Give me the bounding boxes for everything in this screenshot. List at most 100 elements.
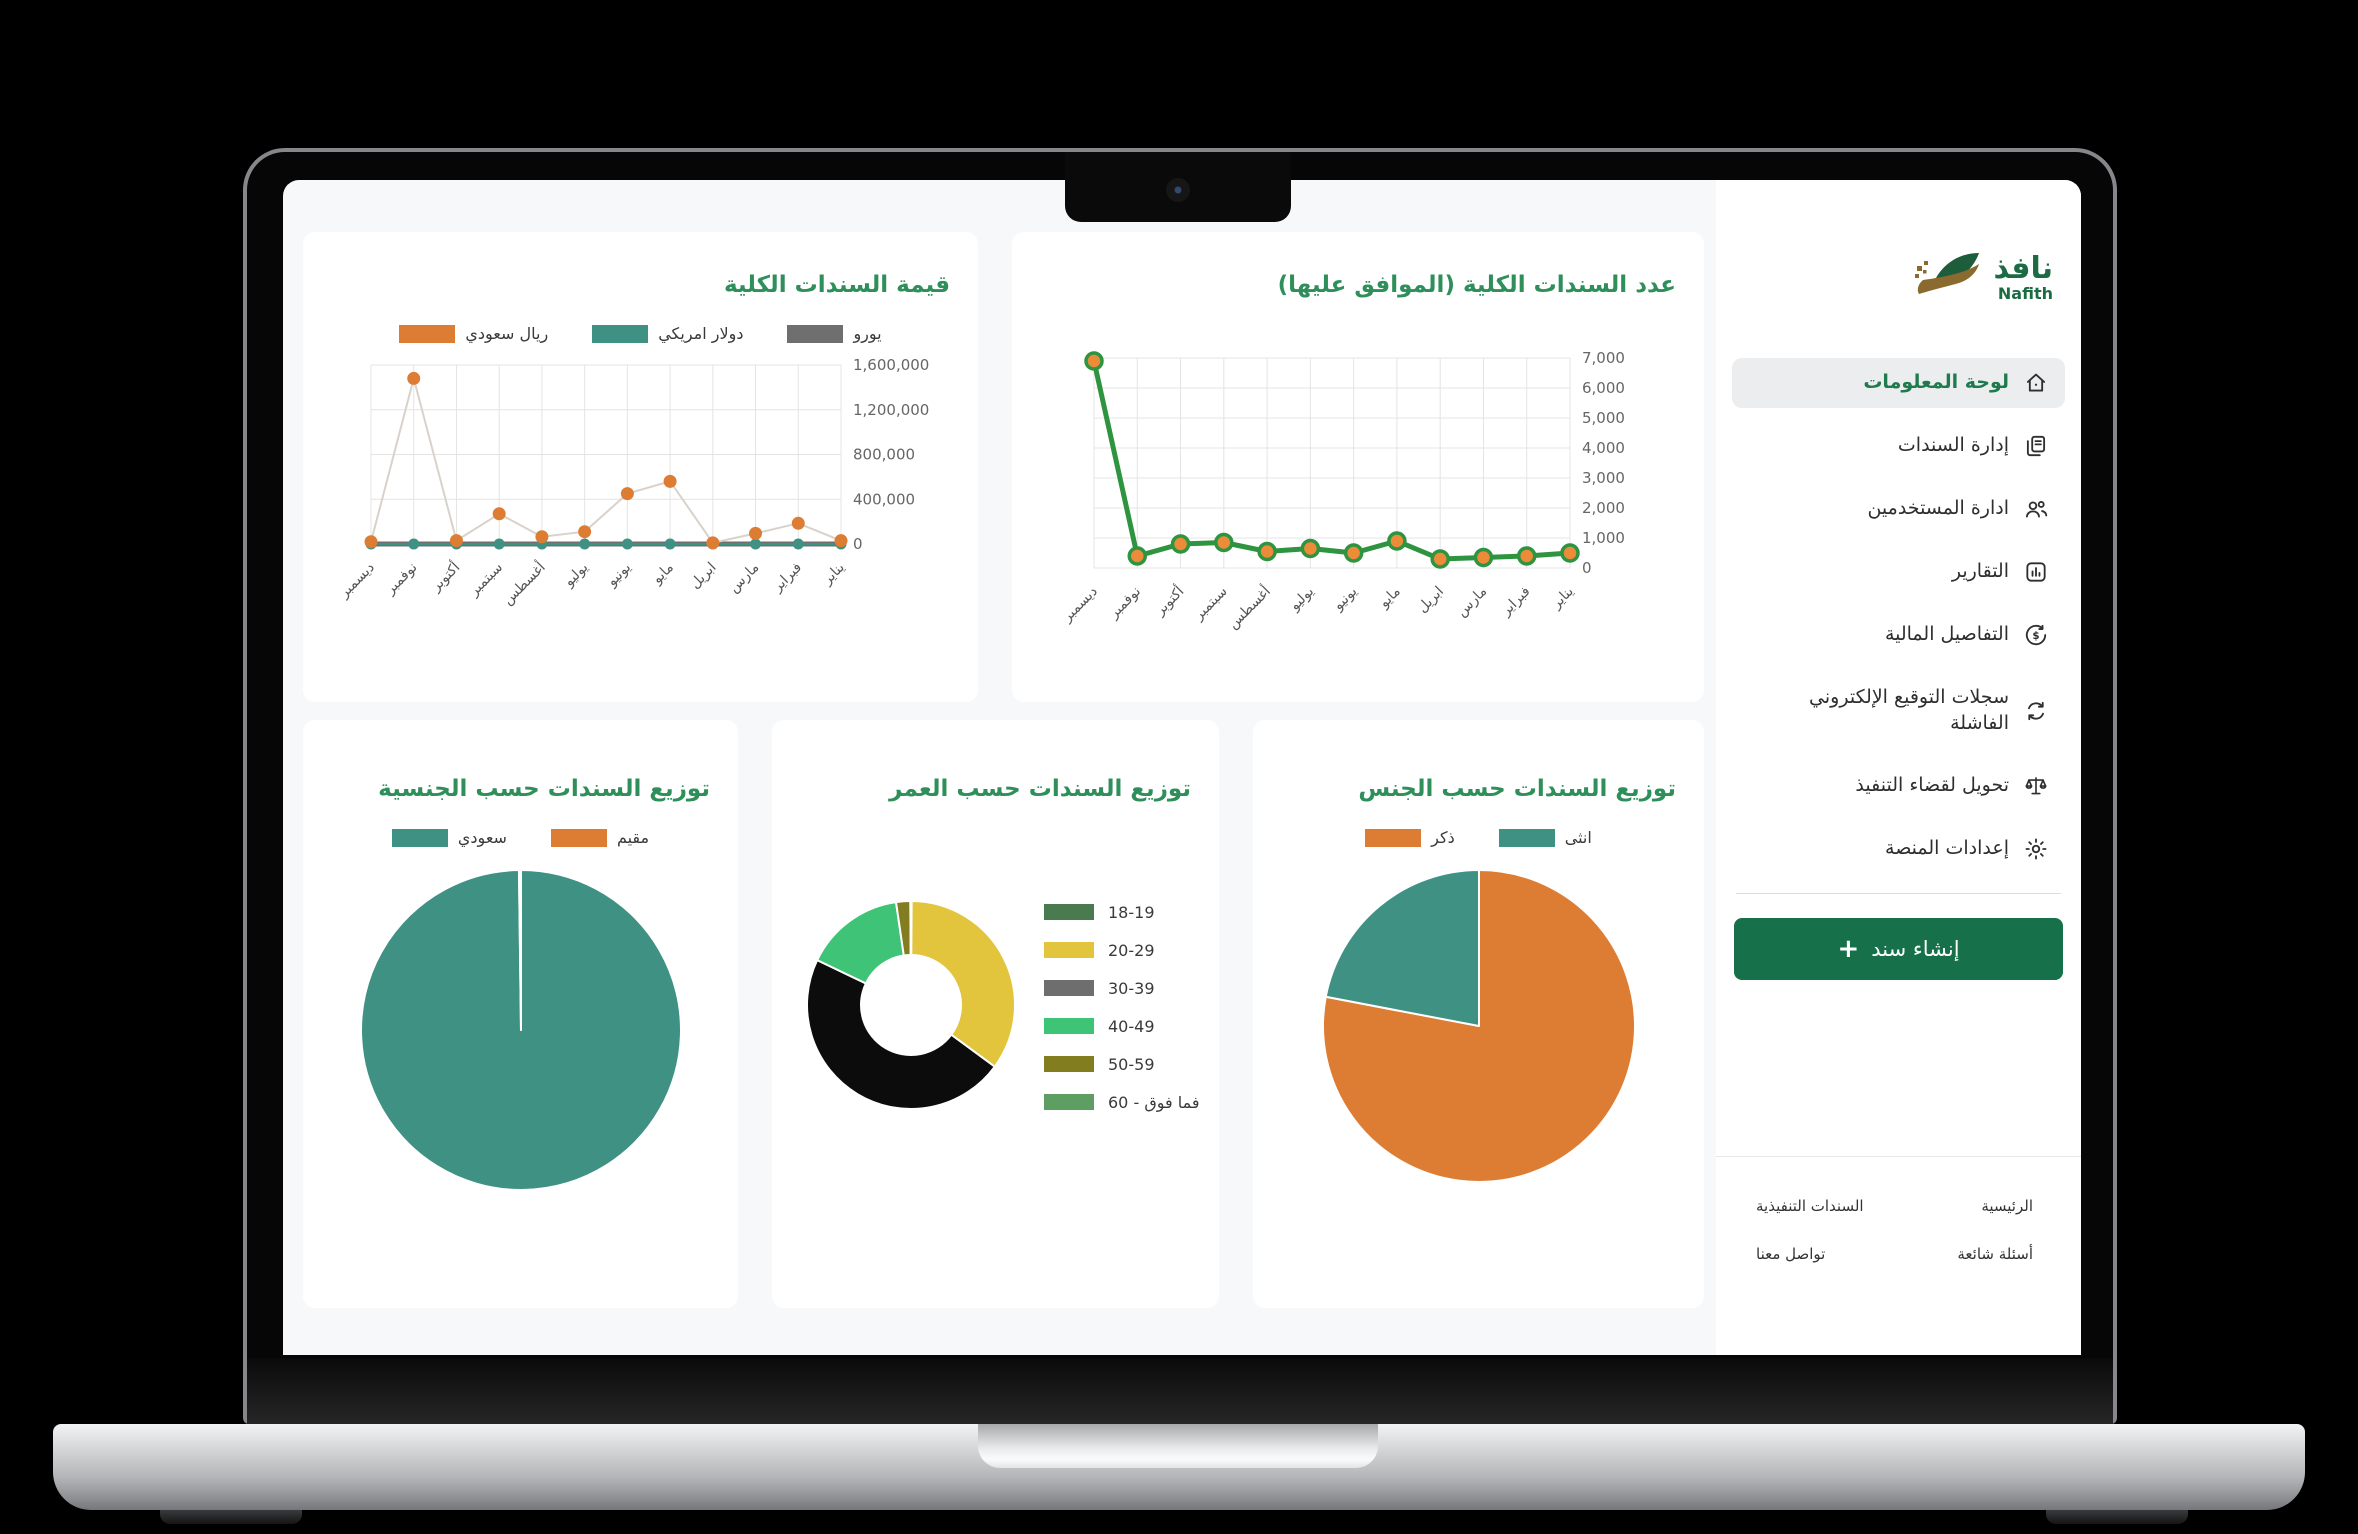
laptop-hinge xyxy=(247,1358,2113,1424)
sidebar-footer-links: الرئيسية السندات التنفيذية أسئلة شائعة تواص… xyxy=(1756,1197,2033,1263)
legend-swatch xyxy=(1365,828,1422,847)
chart-title: عدد السندات الكلية (الموافق عليها) xyxy=(1277,272,1676,298)
legend-label: ذكر xyxy=(1431,828,1455,847)
financial-icon: $ xyxy=(2023,622,2049,648)
sidebar-item[interactable]: لوحة المعلومات xyxy=(1732,358,2065,408)
svg-text:3,000: 3,000 xyxy=(1582,469,1625,487)
nafith-logo: نافذ Nafith xyxy=(1716,248,2053,308)
svg-text:يوليو: يوليو xyxy=(560,559,591,590)
sidebar-item-label: التقارير xyxy=(1951,560,2009,583)
legend-item: انثى xyxy=(1498,828,1592,847)
chart-legend: ريال سعودي دولار امريكي يورو xyxy=(303,324,978,343)
divider xyxy=(1716,1156,2081,1158)
legend-swatch xyxy=(787,324,844,343)
svg-text:يناير: يناير xyxy=(819,559,848,588)
svg-text:أغسطس: أغسطس xyxy=(498,558,548,608)
svg-text:مارس: مارس xyxy=(726,560,763,597)
svg-text:أكتوبر: أكتوبر xyxy=(1150,582,1187,619)
legend-swatch xyxy=(1498,828,1555,847)
svg-text:فبراير: فبراير xyxy=(1497,584,1533,620)
legend-item: 50-59 xyxy=(1044,1055,1200,1074)
donut-chart-age xyxy=(804,898,1018,1116)
legend-item: مقيم xyxy=(550,828,650,847)
sidebar-item[interactable]: تحويل لقضاء التنفيذ xyxy=(1732,761,2065,811)
legend-item: ريال سعودي xyxy=(399,324,548,343)
svg-text:4,000: 4,000 xyxy=(1582,439,1625,457)
documents-icon xyxy=(2023,433,2049,459)
footer-link[interactable]: تواصل معنا xyxy=(1756,1245,1826,1264)
laptop-deck xyxy=(53,1424,2305,1510)
sidebar-menu: لوحة المعلومات إدارة السندات ادارة المستخد… xyxy=(1732,358,2065,887)
gear-icon xyxy=(2023,836,2049,862)
legend-label: مقيم xyxy=(616,828,650,847)
sidebar-item-label: سجلات التوقيع الإلكتروني الفاشلة xyxy=(1809,686,2009,734)
webcam-icon xyxy=(1166,178,1190,202)
laptop-screen: قيمة السندات الكلية ريال سعودي دولار امري… xyxy=(243,148,2117,1424)
logo-arabic: نافذ xyxy=(1993,251,2053,286)
legend-item: 40-49 xyxy=(1044,1017,1200,1036)
line-chart-total-value: 0 400,000 800,000 1,200,000 1,600,000 ديسمبر ن… xyxy=(303,356,978,623)
svg-text:1,600,000: 1,600,000 xyxy=(853,357,929,374)
legend-swatch xyxy=(550,828,607,847)
legend-label: 30-39 xyxy=(1108,978,1155,998)
svg-text:مارس: مارس xyxy=(1454,584,1491,621)
chart-legend: ذكر انثى xyxy=(1253,828,1704,847)
plus-icon: + xyxy=(1837,934,1860,965)
legend-swatch xyxy=(1044,942,1094,958)
svg-text:$: $ xyxy=(2032,630,2039,642)
svg-text:0: 0 xyxy=(853,535,863,553)
svg-text:مايو: مايو xyxy=(1376,584,1404,612)
divider xyxy=(1736,893,2061,895)
sidebar-item[interactable]: سجلات التوقيع الإلكتروني الفاشلة xyxy=(1732,673,2065,748)
svg-text:نوفمبر: نوفمبر xyxy=(1105,584,1144,623)
sidebar-item-label: ادارة المستخدمين xyxy=(1867,497,2009,520)
legend-label: 60 - فما فوق xyxy=(1108,1092,1200,1112)
legend-item: 60 - فما فوق xyxy=(1044,1093,1200,1112)
footer-link[interactable]: أسئلة شائعة xyxy=(1957,1245,2033,1264)
legend-swatch xyxy=(1044,904,1094,920)
sidebar-item-label: إعدادات المنصة xyxy=(1885,837,2009,860)
svg-text:7,000: 7,000 xyxy=(1582,349,1625,367)
pie-chart-gender xyxy=(1253,867,1704,1189)
chart-title: توزيع السندات حسب الجنسية xyxy=(378,776,710,802)
create-bond-button[interactable]: إنشاء سند + xyxy=(1734,918,2063,981)
svg-text:ابريل: ابريل xyxy=(687,560,720,593)
chart-title: توزيع السندات حسب العمر xyxy=(889,776,1191,802)
card-total-count: عدد السندات الكلية (الموافق عليها) 0 1,00… xyxy=(1012,232,1704,702)
svg-text:2,000: 2,000 xyxy=(1582,499,1625,517)
legend-item: يورو xyxy=(787,324,882,343)
footer-link[interactable]: السندات التنفيذية xyxy=(1756,1197,1864,1216)
svg-text:ديسمبر: ديسمبر xyxy=(1059,584,1101,626)
card-nationality: توزيع السندات حسب الجنسية سعودي مقيم xyxy=(303,720,738,1308)
sidebar-item-label: إدارة السندات xyxy=(1897,434,2009,457)
laptop-notch xyxy=(1065,152,1291,222)
svg-text:أكتوبر: أكتوبر xyxy=(426,558,463,595)
sidebar-item[interactable]: إعدادات المنصة xyxy=(1732,824,2065,874)
card-age: توزيع السندات حسب العمر 18-19 20-29 30-39 4… xyxy=(772,720,1219,1308)
footer-link[interactable]: الرئيسية xyxy=(1981,1197,2033,1216)
svg-text:ابريل: ابريل xyxy=(1414,584,1447,617)
scales-icon xyxy=(2023,773,2049,799)
legend-swatch xyxy=(391,828,448,847)
svg-text:ديسمبر: ديسمبر xyxy=(336,560,378,602)
legend-label: 50-59 xyxy=(1108,1054,1155,1074)
legend-swatch xyxy=(1044,1056,1094,1072)
chart-title: توزيع السندات حسب الجنس xyxy=(1358,776,1676,802)
sidebar-item[interactable]: التقارير xyxy=(1732,547,2065,597)
sidebar-item[interactable]: إدارة السندات xyxy=(1732,421,2065,471)
sidebar-item[interactable]: $ التفاصيل المالية xyxy=(1732,610,2065,660)
legend-label: انثى xyxy=(1564,828,1592,847)
card-gender: توزيع السندات حسب الجنس ذكر انثى xyxy=(1253,720,1704,1308)
legend-item: دولار امريكي xyxy=(592,324,743,343)
legend-label: يورو xyxy=(853,324,882,343)
sidebar-item[interactable]: ادارة المستخدمين xyxy=(1732,484,2065,534)
svg-text:400,000: 400,000 xyxy=(853,490,915,508)
legend-item: سعودي xyxy=(391,828,507,847)
svg-text:5,000: 5,000 xyxy=(1582,409,1625,427)
sidebar-item-label: لوحة المعلومات xyxy=(1863,371,2009,394)
svg-text:نوفمبر: نوفمبر xyxy=(382,560,421,599)
svg-text:800,000: 800,000 xyxy=(853,446,915,464)
svg-text:يونيو: يونيو xyxy=(603,559,634,590)
nafith-logo-icon xyxy=(1913,248,1983,308)
create-bond-label: إنشاء سند xyxy=(1871,937,1960,962)
